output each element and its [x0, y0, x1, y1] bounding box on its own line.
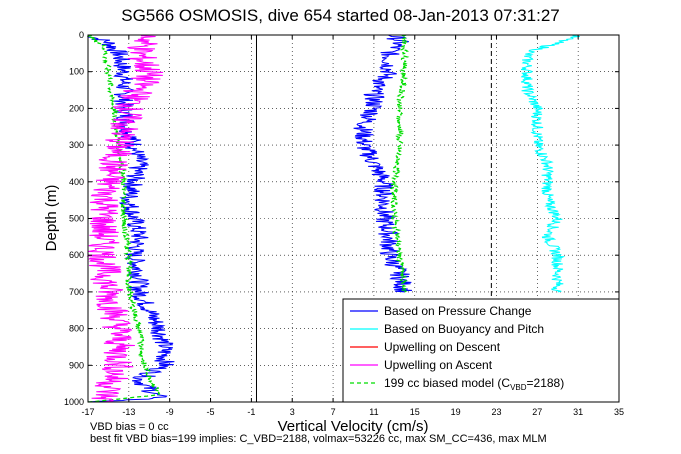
- series-line: [520, 34, 581, 293]
- x-tick-label: 27: [532, 407, 542, 417]
- y-tick-label: 800: [69, 324, 84, 334]
- x-tick-label: -9: [166, 407, 174, 417]
- legend-label: Based on Buoyancy and Pitch: [384, 322, 544, 336]
- chart-title: SG566 OSMOSIS, dive 654 started 08-Jan-2…: [121, 6, 560, 25]
- y-tick-label: 0: [79, 30, 84, 40]
- legend-label: Upwelling on Descent: [384, 340, 501, 354]
- y-tick-label: 100: [69, 67, 84, 77]
- x-tick-label: 19: [451, 407, 461, 417]
- x-axis-label: Vertical Velocity (cm/s): [278, 418, 429, 435]
- legend-label: Based on Pressure Change: [384, 304, 532, 318]
- legend-box: [342, 298, 620, 403]
- y-tick-label: 400: [69, 177, 84, 187]
- y-tick-label: 300: [69, 140, 84, 150]
- grid: [88, 35, 619, 402]
- x-tick-label: -17: [81, 407, 94, 417]
- axis-ticks: -17 -13 -9 -5 -1 3 7 11 15 19 23 27 31 35010020030040…: [64, 30, 624, 417]
- y-tick-label: 600: [69, 250, 84, 260]
- x-tick-label: 31: [573, 407, 583, 417]
- series-line: [86, 34, 164, 403]
- y-tick-label: 200: [69, 103, 84, 113]
- vbd-bias-note: VBD bias = 0 cc: [90, 421, 169, 433]
- x-tick-label: 15: [410, 407, 420, 417]
- series-lines: [86, 34, 581, 403]
- x-tick-label: 3: [290, 407, 295, 417]
- x-tick-label: -1: [247, 407, 255, 417]
- series-line: [353, 34, 413, 293]
- series-line: [389, 34, 411, 293]
- x-tick-label: -13: [122, 407, 135, 417]
- y-tick-label: 1000: [64, 397, 84, 407]
- x-tick-label: -5: [207, 407, 215, 417]
- x-tick-label: 23: [491, 407, 501, 417]
- legend: Based on Pressure Change Based on Buoyanc…: [342, 298, 620, 403]
- x-tick-label: 7: [331, 407, 336, 417]
- legend-label: Upwelling on Ascent: [384, 358, 493, 372]
- x-tick-label: 35: [614, 407, 624, 417]
- y-tick-label: 900: [69, 360, 84, 370]
- y-axis-label: Depth (m): [43, 185, 60, 252]
- legend-label: 199 cc biased model (CVBD=2188): [384, 376, 564, 392]
- y-tick-label: 700: [69, 287, 84, 297]
- best-fit-note: best fit VBD bias=199 implies: C_VBD=218…: [90, 433, 547, 445]
- series-line: [87, 34, 162, 403]
- y-tick-label: 500: [69, 214, 84, 224]
- x-tick-label: 11: [369, 407, 378, 417]
